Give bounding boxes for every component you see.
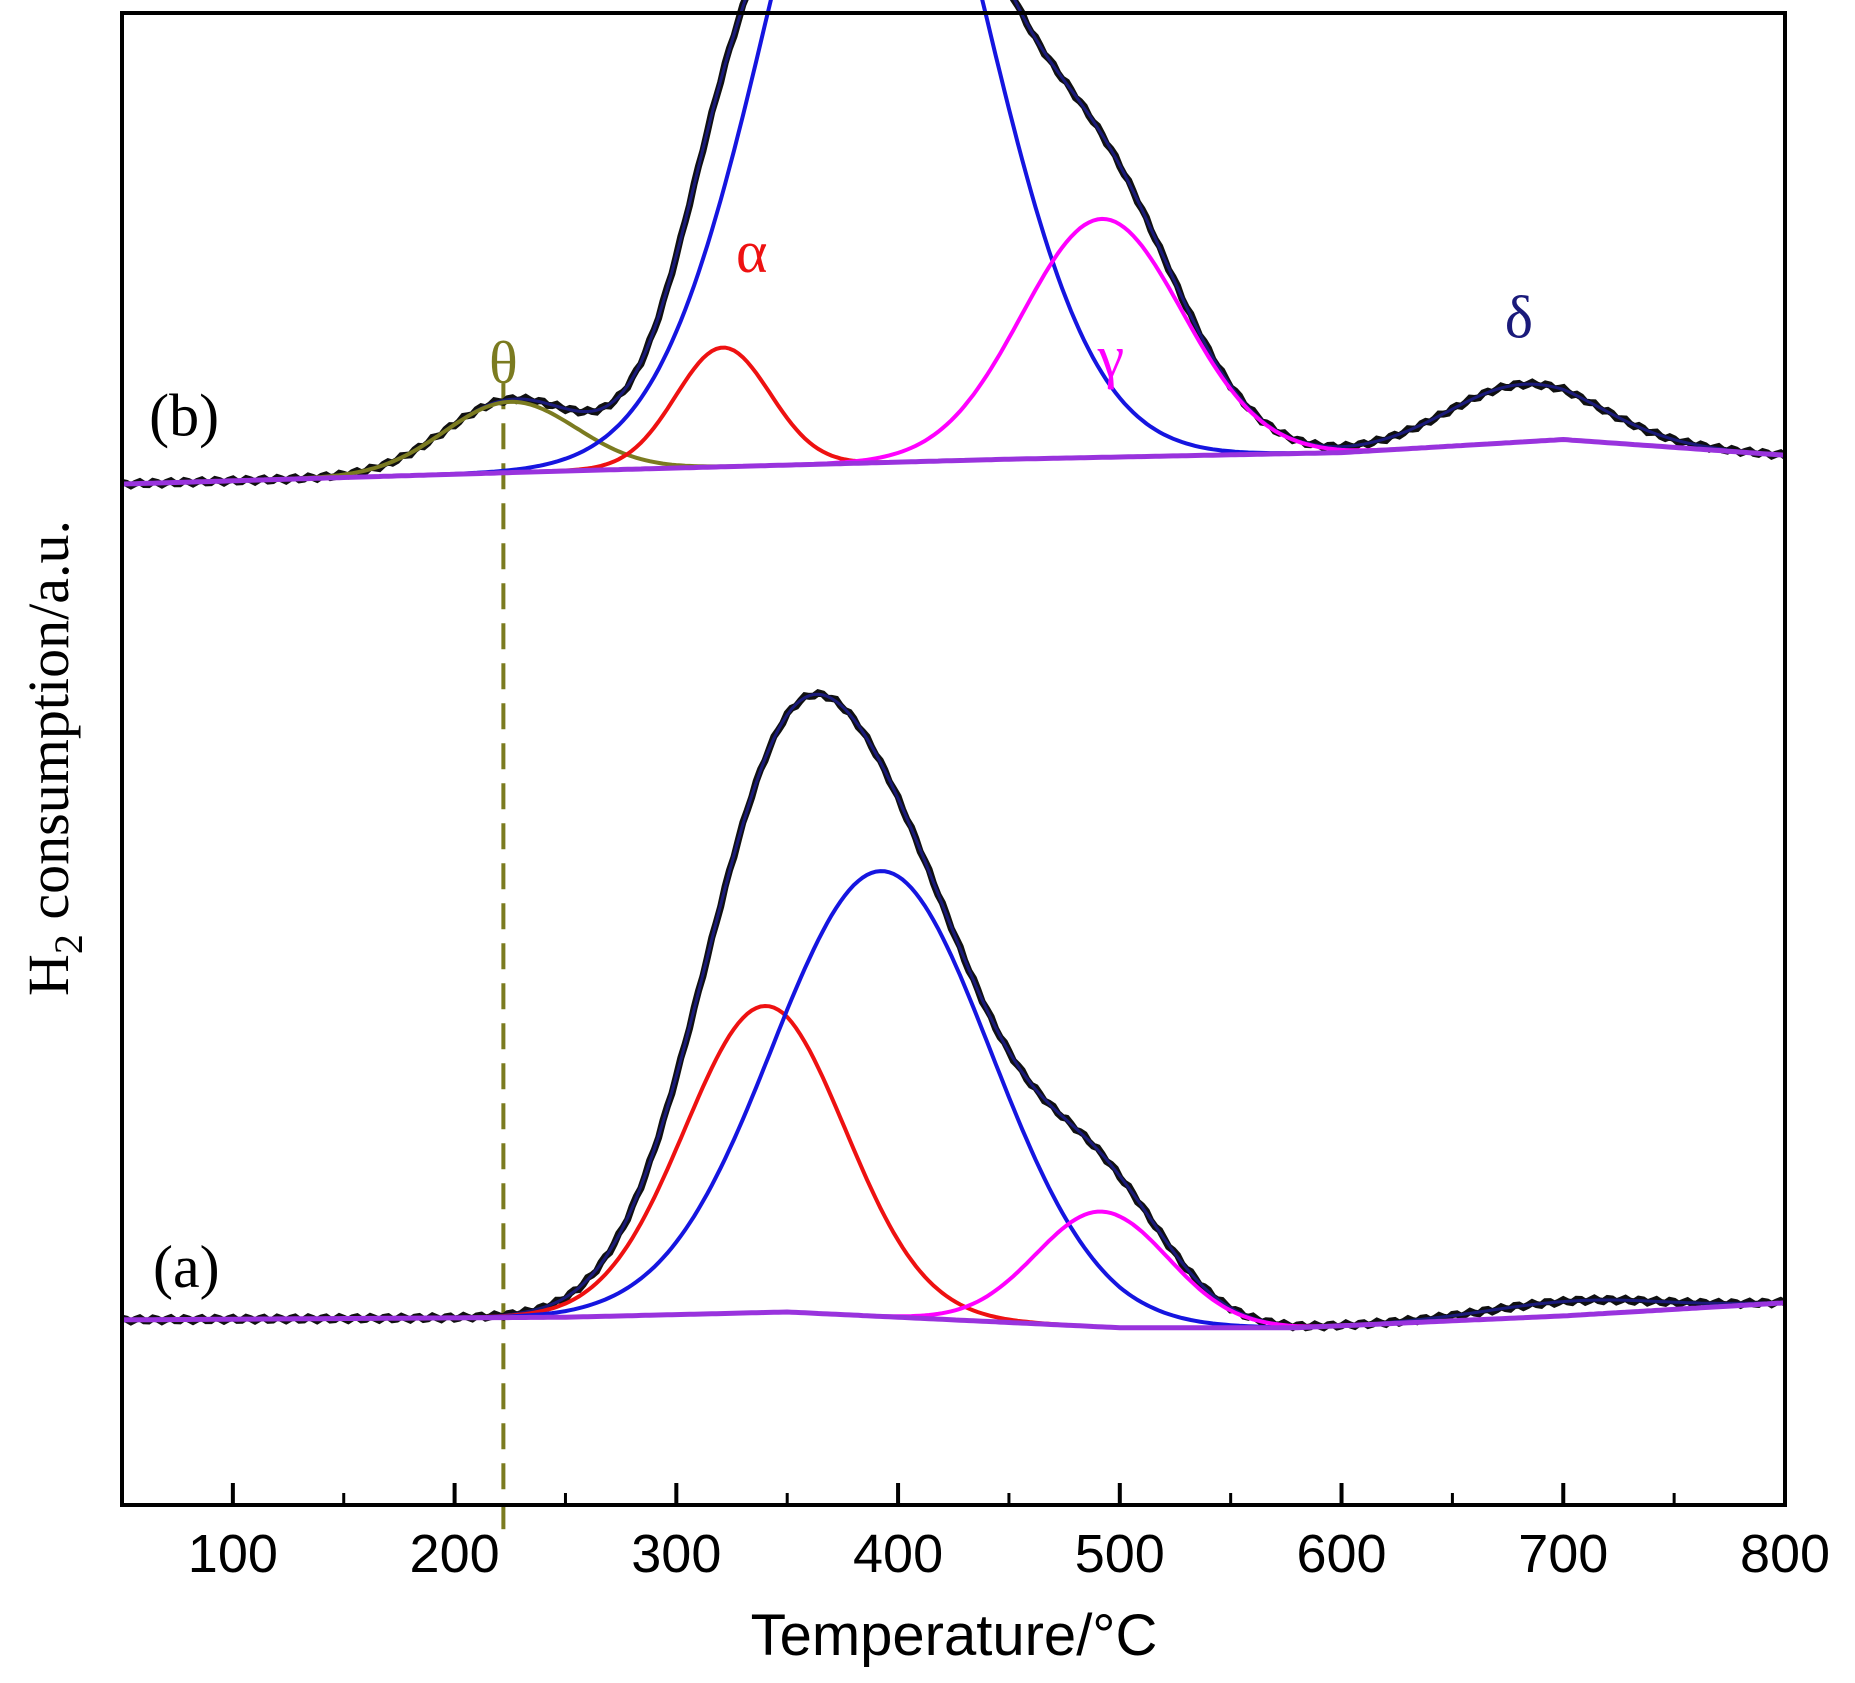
x-axis-title: Temperature/°C bbox=[751, 1603, 1158, 1668]
curve-label-b: (b) bbox=[149, 383, 219, 449]
envelope-curve-a bbox=[122, 692, 1786, 1328]
x-tick-label: 300 bbox=[631, 1524, 721, 1584]
baseline-b bbox=[121, 436, 1786, 487]
y-axis-title: H2 consumption/a.u. bbox=[16, 520, 91, 996]
x-tick-label: 200 bbox=[410, 1524, 500, 1584]
x-tick-label: 400 bbox=[853, 1524, 943, 1584]
y-axis-title-main: H bbox=[16, 954, 81, 996]
peak-label-gamma: γ bbox=[1097, 324, 1125, 390]
curve-label-a: (a) bbox=[153, 1234, 220, 1300]
peak-annotations: θαβγδ(a)(b) bbox=[149, 219, 1533, 1300]
x-axis: 100 200 300 400 500 600 700 800 bbox=[188, 1483, 1830, 1584]
peak-beta-b bbox=[121, 0, 1786, 487]
baseline-a bbox=[122, 1300, 1786, 1331]
envelope-curve-b bbox=[121, 0, 1786, 486]
measured-curve-b bbox=[121, 0, 1788, 490]
peak-alpha-a bbox=[122, 1003, 1786, 1330]
x-tick-label: 800 bbox=[1740, 1524, 1830, 1584]
peak-label-delta: δ bbox=[1505, 284, 1533, 350]
peak-gamma-a bbox=[122, 1209, 1786, 1329]
plot-frame bbox=[120, 11, 1787, 1507]
x-tick-label: 100 bbox=[188, 1524, 278, 1584]
measured-curve-a bbox=[121, 688, 1787, 1332]
y-axis-title-subscript: 2 bbox=[46, 934, 91, 954]
plot-area bbox=[121, 0, 1788, 1536]
y-axis-title-rest: consumption/a.u. bbox=[16, 520, 81, 934]
peak-label-theta: θ bbox=[489, 330, 518, 396]
x-tick-label: 700 bbox=[1518, 1524, 1608, 1584]
peak-gamma-b bbox=[121, 216, 1786, 487]
peak-label-alpha: α bbox=[736, 219, 767, 285]
x-tick-label: 500 bbox=[1075, 1524, 1165, 1584]
x-tick-label: 600 bbox=[1296, 1524, 1386, 1584]
